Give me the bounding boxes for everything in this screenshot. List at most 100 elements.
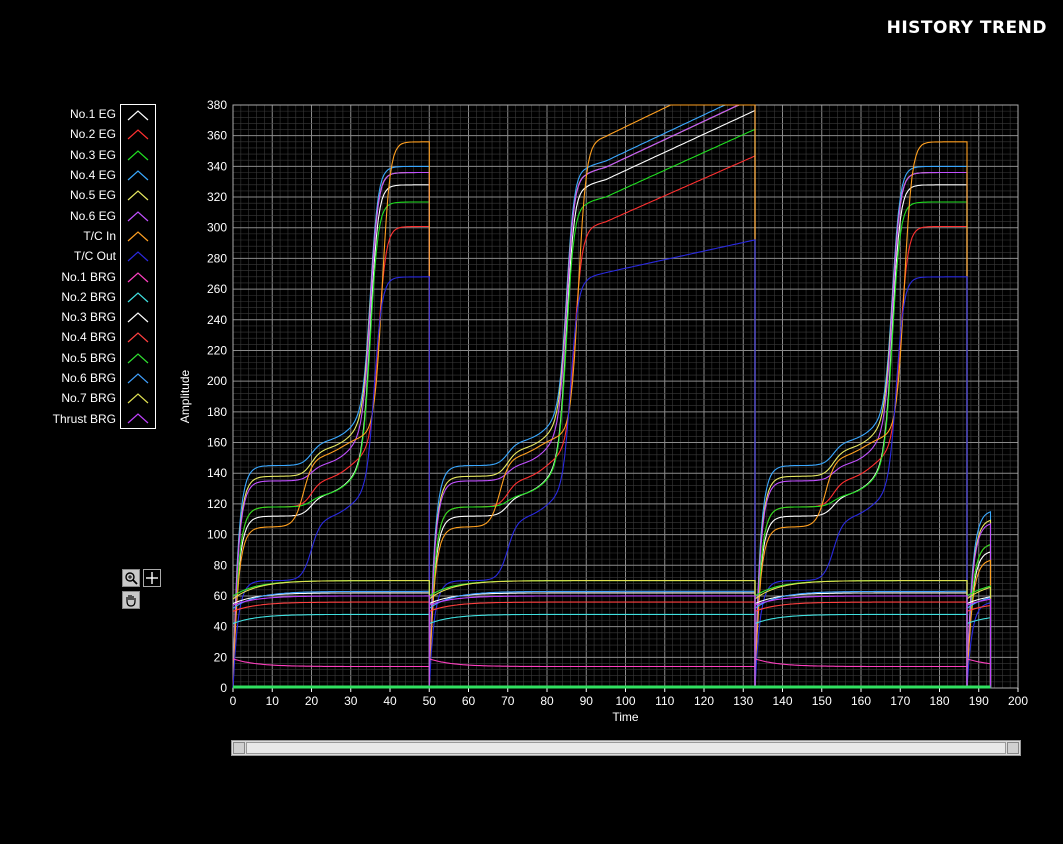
y-tick-label: 140 — [207, 466, 227, 480]
x-tick-label: 170 — [890, 694, 910, 708]
series-line-no-6-eg — [232, 104, 992, 689]
y-tick-label: 100 — [207, 528, 227, 542]
y-tick-label: 360 — [207, 129, 227, 143]
legend-label: No.7 BRG — [61, 391, 116, 406]
legend-item: No.2 EG — [22, 124, 156, 145]
x-tick-label: 130 — [733, 694, 753, 708]
legend-swatch — [120, 306, 156, 328]
x-tick-label: 30 — [344, 694, 358, 708]
legend-swatch — [120, 164, 156, 186]
legend-item: No.1 EG — [22, 104, 156, 125]
series-line-thrust-brg — [232, 595, 992, 688]
zoom-in-icon[interactable] — [122, 569, 140, 587]
series-line-no-1-brg — [232, 658, 992, 688]
legend-label: No.6 BRG — [61, 371, 116, 385]
series-line-no-4-brg — [232, 601, 992, 688]
x-tick-label: 140 — [772, 694, 792, 708]
x-tick-label: 10 — [266, 694, 280, 708]
y-tick-label: 160 — [207, 436, 227, 450]
y-tick-label: 40 — [214, 620, 228, 634]
y-tick-label: 180 — [207, 405, 227, 419]
legend-item: No.7 BRG — [22, 388, 156, 409]
x-tick-label: 90 — [580, 694, 594, 708]
legend-swatch — [120, 367, 156, 389]
y-tick-label: 240 — [207, 313, 227, 327]
legend-swatch — [120, 347, 156, 368]
x-tick-label: 120 — [694, 694, 714, 708]
legend-item: T/C Out — [22, 246, 156, 267]
legend-label: No.5 BRG — [61, 350, 116, 365]
y-tick-label: 20 — [214, 650, 228, 664]
x-tick-label: 70 — [501, 694, 515, 708]
legend-swatch — [120, 246, 156, 267]
legend-item: T/C In — [22, 225, 156, 247]
legend-swatch — [120, 286, 156, 307]
legend-swatch — [120, 104, 156, 125]
legend-item: No.6 EG — [22, 205, 156, 226]
x-tick-label: 40 — [383, 694, 397, 708]
x-tick-label: 0 — [230, 694, 237, 708]
page-title: HISTORY TREND — [886, 18, 1047, 38]
legend-item: No.3 EG — [22, 144, 156, 165]
y-tick-label: 80 — [214, 558, 228, 572]
series-line-no-2-brg — [232, 613, 992, 688]
legend-label: No.6 EG — [69, 208, 116, 223]
x-tick-label: 190 — [969, 694, 989, 708]
series-line-no-3-eg — [232, 128, 992, 689]
legend-label: Thrust BRG — [52, 411, 116, 426]
x-tick-label: 180 — [929, 694, 949, 708]
y-tick-label: 120 — [207, 497, 227, 511]
legend-item: No.4 EG — [22, 164, 156, 186]
hand-icon[interactable] — [122, 591, 140, 609]
legend-label: No.3 EG — [69, 147, 116, 162]
legend-label: T/C Out — [73, 249, 116, 264]
y-tick-label: 320 — [207, 190, 227, 204]
legend-item: No.5 BRG — [22, 347, 156, 368]
legend-item: No.3 BRG — [22, 306, 156, 328]
legend-swatch — [120, 408, 156, 429]
y-tick-label: 220 — [207, 343, 227, 357]
legend-label: No.2 BRG — [61, 289, 116, 304]
scroll-thumb[interactable] — [246, 742, 1006, 754]
x-tick-label: 150 — [812, 694, 832, 708]
x-tick-label: 160 — [851, 694, 871, 708]
chart-legend: No.1 EG No.2 EG No.3 EG No.4 EG No.5 EG No.6 … — [22, 104, 156, 429]
x-tick-label: 20 — [305, 694, 319, 708]
legend-label: No.2 EG — [69, 127, 116, 142]
series-line-no-6-brg — [232, 590, 992, 688]
series-line-t-c-in — [232, 104, 992, 689]
legend-label: No.4 EG — [69, 168, 116, 183]
y-tick-label: 340 — [207, 159, 227, 173]
x-tick-label: 200 — [1008, 694, 1028, 708]
x-tick-label: 60 — [462, 694, 476, 708]
time-scrollbar[interactable] — [231, 740, 1021, 756]
x-tick-label: 100 — [615, 694, 635, 708]
legend-item: No.4 BRG — [22, 327, 156, 348]
legend-swatch — [120, 124, 156, 145]
crosshair-icon[interactable] — [143, 569, 161, 587]
x-tick-label: 110 — [655, 694, 674, 708]
y-tick-label: 280 — [207, 251, 227, 265]
legend-swatch — [120, 327, 156, 348]
series-line-no-3-brg — [232, 592, 992, 688]
legend-label: No.1 EG — [69, 107, 116, 122]
legend-swatch — [120, 266, 156, 287]
y-tick-label: 300 — [207, 221, 227, 235]
legend-item: No.2 BRG — [22, 286, 156, 307]
legend-label: No.5 EG — [69, 188, 116, 203]
legend-swatch — [120, 205, 156, 226]
scroll-left-arrow[interactable] — [233, 742, 245, 754]
x-axis-label: Time — [612, 710, 639, 724]
y-tick-label: 0 — [220, 681, 227, 695]
legend-item: No.1 BRG — [22, 266, 156, 287]
legend-label: T/C In — [83, 228, 116, 243]
legend-label: No.3 BRG — [61, 310, 116, 325]
scroll-right-arrow[interactable] — [1007, 742, 1019, 754]
legend-label: No.4 BRG — [61, 330, 116, 345]
x-tick-label: 50 — [423, 694, 437, 708]
legend-label: No.1 BRG — [61, 269, 116, 284]
y-tick-label: 60 — [214, 589, 228, 603]
series-line-no-7-brg — [232, 580, 992, 688]
legend-swatch — [120, 388, 156, 409]
